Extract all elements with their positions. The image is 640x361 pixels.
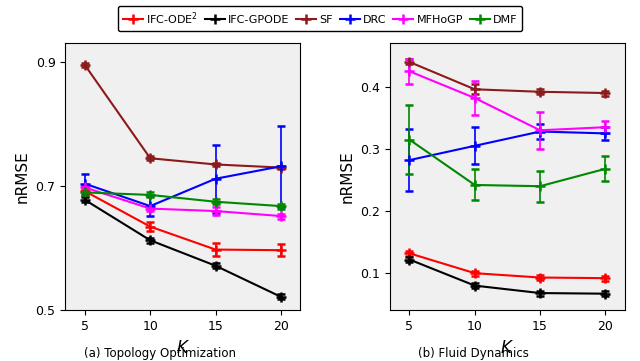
X-axis label: $K$: $K$	[176, 339, 190, 357]
Text: (a) Topology Optimization: (a) Topology Optimization	[84, 347, 236, 360]
Text: (b) Fluid Dynamics: (b) Fluid Dynamics	[418, 347, 529, 360]
Y-axis label: nRMSE: nRMSE	[340, 151, 355, 203]
Y-axis label: nRMSE: nRMSE	[15, 151, 30, 203]
Legend: IFC-ODE$^2$, IFC-GPODE, SF, DRC, MFHoGP, DMF: IFC-ODE$^2$, IFC-GPODE, SF, DRC, MFHoGP,…	[118, 5, 522, 31]
X-axis label: $K$: $K$	[500, 339, 515, 357]
